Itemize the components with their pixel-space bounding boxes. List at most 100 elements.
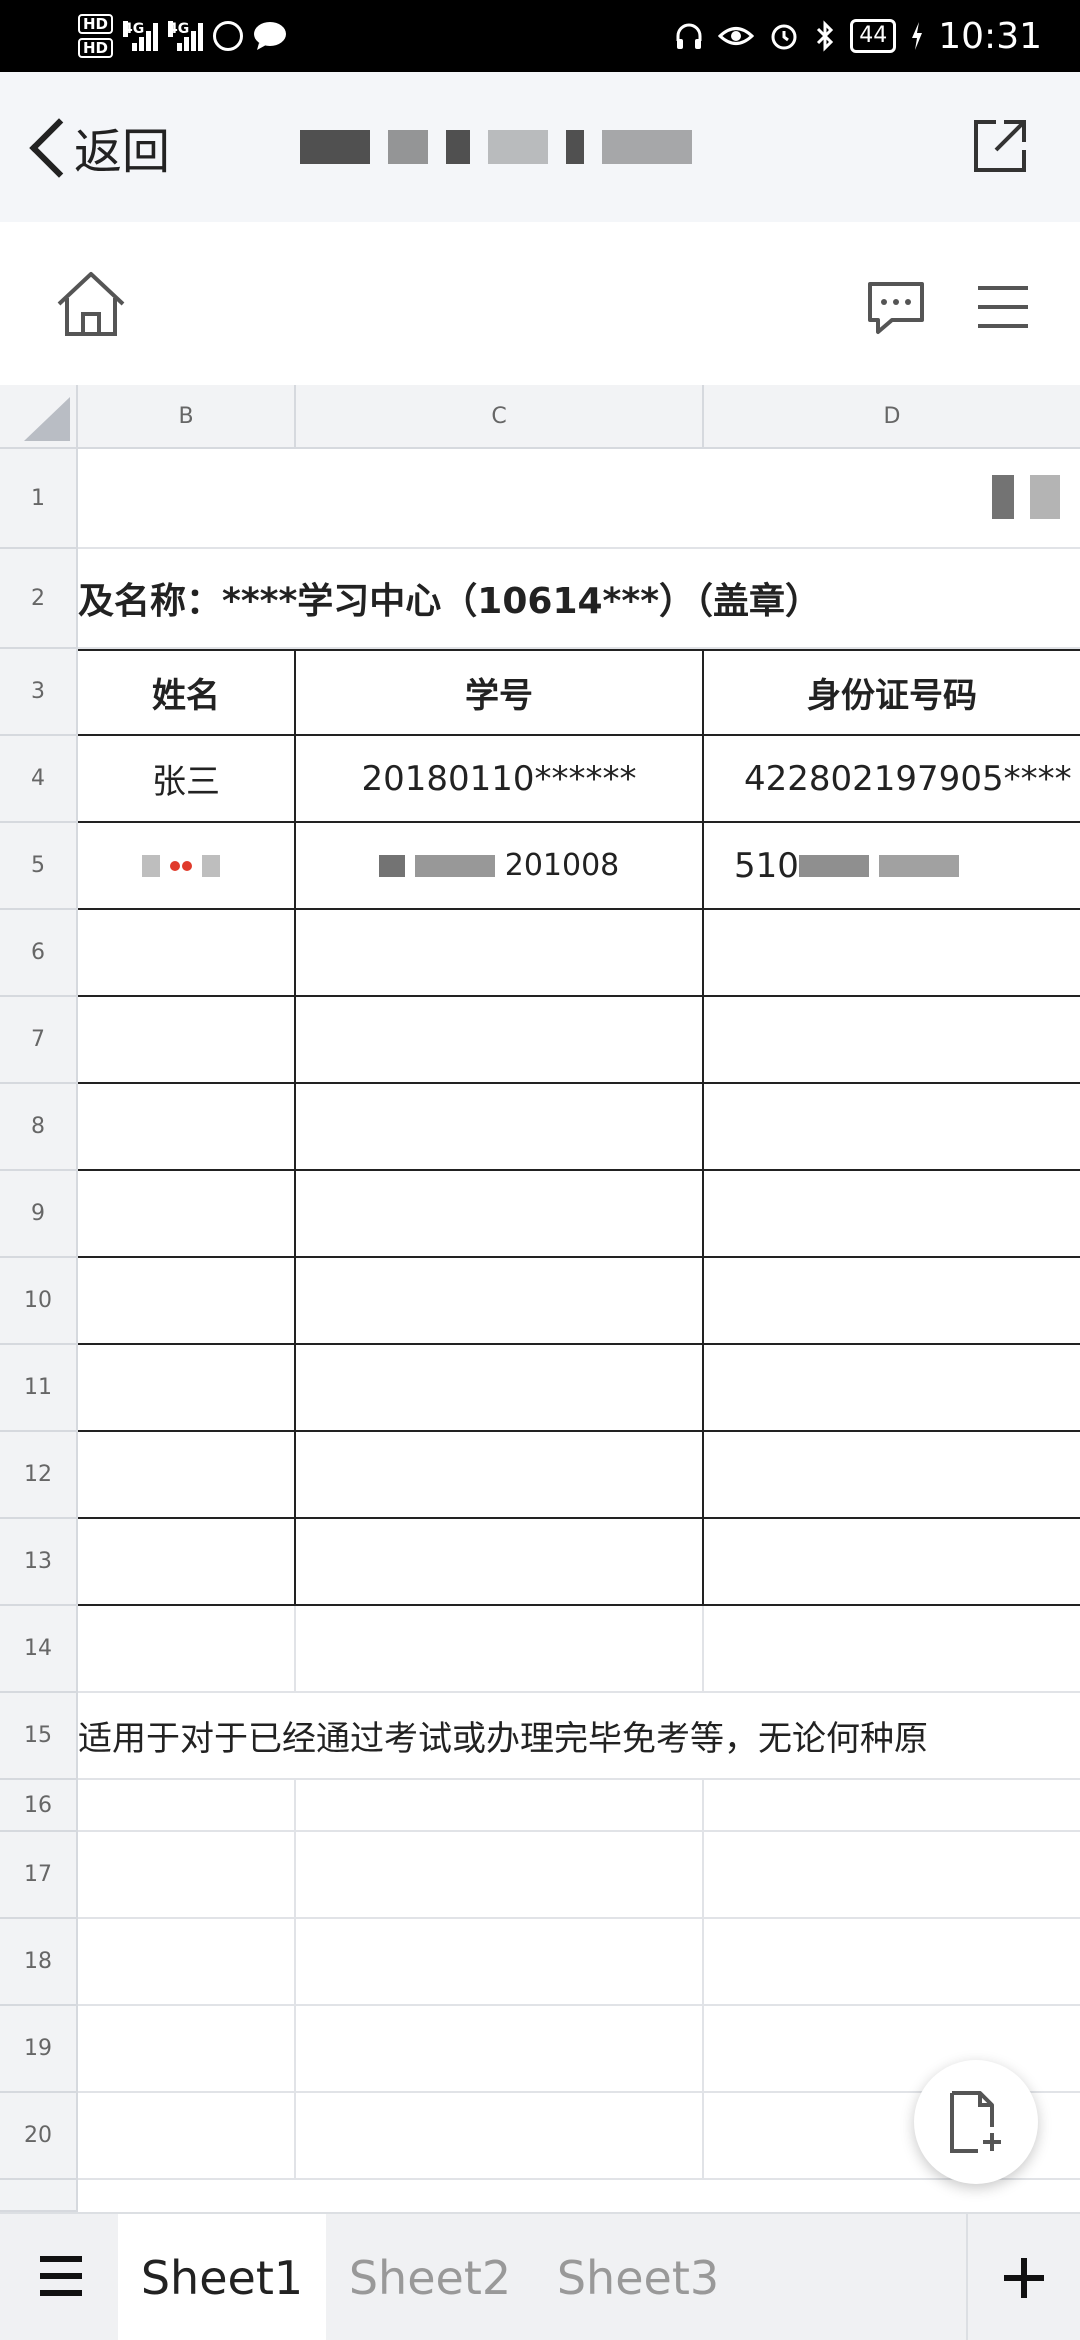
table-cell[interactable]: [704, 1345, 1080, 1432]
cell-header-name[interactable]: 姓名: [78, 649, 296, 736]
row-header[interactable]: 5: [0, 823, 78, 910]
row-header[interactable]: 3: [0, 649, 78, 736]
table-cell[interactable]: [78, 1606, 296, 1693]
cell-name[interactable]: 张三: [78, 736, 296, 823]
cell-student-id[interactable]: 20180110******: [296, 736, 704, 823]
tab-sheet2[interactable]: Sheet2: [348, 2251, 512, 2305]
tab-sheet1[interactable]: Sheet1: [118, 2214, 326, 2340]
table-cell[interactable]: [78, 2093, 296, 2180]
home-icon[interactable]: [55, 270, 127, 338]
table-cell[interactable]: [704, 997, 1080, 1084]
table-cell[interactable]: [78, 997, 296, 1084]
column-header-c[interactable]: C: [296, 385, 704, 449]
cell-header-student-id[interactable]: 学号: [296, 649, 704, 736]
table-cell[interactable]: [704, 1919, 1080, 2006]
table-cell[interactable]: [704, 1780, 1080, 1832]
table-cell[interactable]: [78, 1519, 296, 1606]
back-button[interactable]: 返回: [24, 112, 170, 182]
table-cell[interactable]: [296, 2093, 704, 2180]
chat-bubble-icon: [254, 22, 287, 50]
table-cell[interactable]: [704, 1519, 1080, 1606]
table-cell[interactable]: [704, 1258, 1080, 1345]
table-cell[interactable]: [296, 997, 704, 1084]
table-cell[interactable]: [296, 1171, 704, 1258]
table-cell[interactable]: [296, 1606, 704, 1693]
row-header-partial[interactable]: [0, 2180, 78, 2212]
back-label: 返回: [74, 124, 171, 180]
column-header-b[interactable]: B: [78, 385, 296, 449]
cell-row1-title[interactable]: [78, 449, 1080, 549]
row-header[interactable]: 17: [0, 1832, 78, 1919]
cell-header-id-number[interactable]: 身份证号码: [704, 649, 1080, 736]
row-header[interactable]: 7: [0, 997, 78, 1084]
row-header[interactable]: 9: [0, 1171, 78, 1258]
table-cell[interactable]: [704, 2006, 1080, 2093]
row-header[interactable]: 16: [0, 1780, 78, 1832]
row-header[interactable]: 2: [0, 549, 78, 649]
cell-id-number-redacted[interactable]: 510: [704, 823, 1080, 910]
share-icon[interactable]: [970, 116, 1030, 176]
table-cell[interactable]: [296, 1258, 704, 1345]
row-header[interactable]: 10: [0, 1258, 78, 1345]
table-cell[interactable]: [704, 1432, 1080, 1519]
table-cell[interactable]: [78, 1432, 296, 1519]
table-cell[interactable]: [296, 1432, 704, 1519]
table-cell[interactable]: [78, 1084, 296, 1171]
row-header[interactable]: 11: [0, 1345, 78, 1432]
signal-icon: 4G: [123, 21, 159, 51]
table-cell[interactable]: [704, 1084, 1080, 1171]
row-header[interactable]: 20: [0, 2093, 78, 2180]
table-cell[interactable]: [704, 1606, 1080, 1693]
hamburger-menu-icon[interactable]: [976, 282, 1030, 332]
status-bar: HD HD 4G 4G 44 10:31: [0, 0, 1080, 72]
toolbar: [0, 222, 1080, 387]
table-cell[interactable]: [296, 1084, 704, 1171]
row-header[interactable]: 4: [0, 736, 78, 823]
row-header[interactable]: 15: [0, 1693, 78, 1780]
table-cell[interactable]: [296, 910, 704, 997]
table-cell[interactable]: [78, 1919, 296, 2006]
bluetooth-icon: [817, 20, 834, 52]
row-header[interactable]: 13: [0, 1519, 78, 1606]
column-header-d[interactable]: D: [704, 385, 1080, 449]
table-cell[interactable]: [78, 1345, 296, 1432]
cell-id-number[interactable]: 422802197905****: [704, 736, 1080, 823]
table-cell[interactable]: [704, 2093, 1080, 2180]
clock: 10:31: [938, 15, 1042, 57]
select-all-corner[interactable]: [0, 385, 78, 449]
table-cell[interactable]: [78, 1780, 296, 1832]
table-cell[interactable]: [296, 1519, 704, 1606]
table-cell[interactable]: [704, 1171, 1080, 1258]
new-document-button[interactable]: [914, 2060, 1038, 2184]
table-cell[interactable]: [296, 1919, 704, 2006]
table-cell[interactable]: [78, 1832, 296, 1919]
row-header[interactable]: 1: [0, 449, 78, 549]
cell-student-id-redacted[interactable]: 201008: [296, 823, 704, 910]
status-left: HD HD 4G 4G: [78, 10, 287, 62]
row-header[interactable]: 18: [0, 1919, 78, 2006]
row-header[interactable]: 6: [0, 910, 78, 997]
tab-sheet3[interactable]: Sheet3: [556, 2251, 720, 2305]
cell-row2-institution[interactable]: 及名称：****学习中心（10614***）（盖章）: [78, 549, 1080, 649]
table-cell[interactable]: [704, 1832, 1080, 1919]
table-cell[interactable]: [296, 1780, 704, 1832]
table-cell[interactable]: [78, 910, 296, 997]
add-sheet-button[interactable]: [966, 2214, 1080, 2340]
row-header[interactable]: 8: [0, 1084, 78, 1171]
table-cell[interactable]: [296, 1832, 704, 1919]
table-cell[interactable]: [296, 2006, 704, 2093]
table-cell[interactable]: [704, 910, 1080, 997]
row-header[interactable]: 12: [0, 1432, 78, 1519]
table-cell[interactable]: [78, 1258, 296, 1345]
sheet-menu-icon[interactable]: [38, 2254, 84, 2298]
alarm-icon: [771, 24, 797, 50]
cell-name-redacted[interactable]: [78, 823, 296, 910]
comment-icon[interactable]: [866, 280, 926, 336]
table-cell[interactable]: [296, 1345, 704, 1432]
row-header[interactable]: 19: [0, 2006, 78, 2093]
table-cell[interactable]: [78, 1171, 296, 1258]
chevron-left-icon: [24, 115, 68, 179]
table-cell[interactable]: [78, 2006, 296, 2093]
cell-row15-note[interactable]: 适用于对于已经通过考试或办理完毕免考等，无论何种原: [78, 1693, 1080, 1780]
row-header[interactable]: 14: [0, 1606, 78, 1693]
